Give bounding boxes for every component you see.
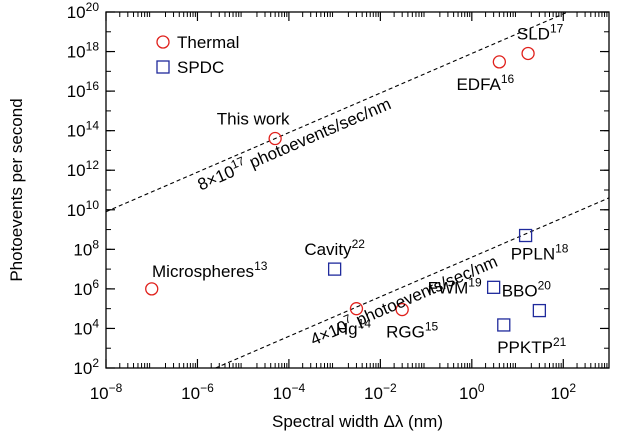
point-label: FWM19 <box>428 275 482 297</box>
y-tick-label: 1014 <box>67 119 100 141</box>
point-label: PPLN18 <box>511 242 569 264</box>
reference-line-label: 8×1017 photoevents/sec/nm <box>194 91 394 194</box>
reference-line <box>106 12 570 213</box>
spdc-point-marker <box>497 318 511 332</box>
point-label: This work <box>217 110 290 129</box>
legend: Thermal SPDC <box>156 33 239 77</box>
point-label: Cavity22 <box>304 237 365 259</box>
spdc-point-marker <box>486 280 501 294</box>
y-tick-label: 104 <box>73 316 99 338</box>
point-label: SLD17 <box>517 21 564 43</box>
x-tick-label: 10−8 <box>90 381 123 403</box>
x-tick-label: 10−2 <box>364 381 397 403</box>
legend-label: SPDC <box>177 58 224 77</box>
x-tick-label: 10−6 <box>181 381 214 403</box>
y-tick-label: 1018 <box>67 40 100 62</box>
point-label: PPKTP21 <box>497 335 566 357</box>
y-tick-label: 1020 <box>67 0 100 22</box>
spdc-point-marker <box>532 303 547 318</box>
data-points <box>145 46 547 332</box>
thermal-point-marker <box>268 131 282 146</box>
thermal-point-marker <box>145 282 159 296</box>
legend-spdc-marker <box>156 60 170 74</box>
reference-line-labels: 8×1017 photoevents/sec/nm4×107 photoeven… <box>194 91 501 349</box>
y-tick-label: 1012 <box>67 158 100 180</box>
y-tick-label: 1016 <box>67 79 100 101</box>
legend-thermal-marker <box>156 35 170 49</box>
point-label: Microspheres13 <box>152 259 268 281</box>
y-tick-label: 1010 <box>67 198 100 220</box>
plot-frame <box>105 11 610 369</box>
x-axis-title: Spectral width Δλ (nm) <box>272 412 443 431</box>
spdc-point-marker <box>518 228 533 243</box>
thermal-point-marker <box>492 55 506 69</box>
y-tick-labels: 102 104 106 108 1010 1012 1014 1016 1018 1020 <box>67 0 100 378</box>
y-tick-label: 106 <box>73 277 99 299</box>
y-axis-title: Photoevents per second <box>7 98 26 281</box>
legend-label: Thermal <box>177 33 239 52</box>
x-tick-label: 100 <box>459 381 485 403</box>
thermal-point-marker <box>349 302 364 316</box>
x-tick-labels: 10−8 10−6 10−4 10−2 100 102 <box>90 381 577 403</box>
point-label: EDFA16 <box>456 72 514 94</box>
x-tick-label: 10−4 <box>273 381 306 403</box>
point-label: BBO20 <box>502 279 552 301</box>
reference-lines <box>106 12 609 368</box>
thermal-point-marker <box>395 302 409 317</box>
point-label: RGG15 <box>386 320 438 342</box>
spdc-point-marker <box>327 262 342 276</box>
point-label: Hg14 <box>336 317 371 339</box>
y-tick-label: 108 <box>73 237 99 259</box>
thermal-point-marker <box>521 46 535 61</box>
x-tick-label: 102 <box>550 381 576 403</box>
y-tick-label: 102 <box>73 356 99 378</box>
point-labels: This work Microspheres13 Hg14 RGG15 EDFA16 SL… <box>152 21 569 356</box>
reference-line <box>214 197 609 368</box>
